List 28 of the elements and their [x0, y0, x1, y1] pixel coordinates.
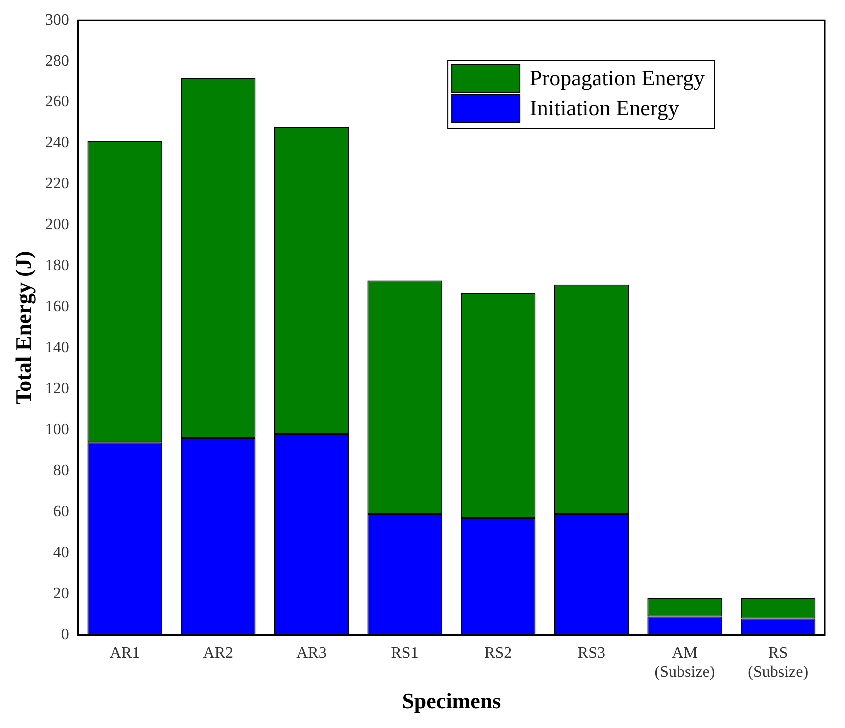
- y-tick-label: 20: [53, 585, 70, 602]
- x-tick-label: AR3: [296, 645, 327, 662]
- x-tick-label: AR2: [203, 645, 234, 662]
- y-tick-label: 120: [45, 380, 70, 398]
- y-tick-label: 180: [45, 258, 70, 275]
- y-tick-label: 300: [45, 12, 70, 29]
- y-tick-label: 280: [45, 52, 70, 70]
- x-tick-label: RS3: [578, 645, 606, 662]
- x-tick-label: AR1: [110, 645, 140, 662]
- y-tick-label: 160: [45, 298, 70, 316]
- y-tick-label: 40: [53, 544, 70, 562]
- x-tick-label: RS1: [391, 645, 419, 662]
- y-tick-label: 140: [45, 340, 70, 357]
- y-tick-label: 260: [45, 94, 70, 111]
- y-tick-label: 0: [61, 626, 70, 644]
- y-tick-label: 220: [45, 176, 70, 193]
- y-tick-label: 240: [45, 134, 70, 152]
- y-tick-label: 200: [45, 216, 70, 234]
- x-tick-label: RS2: [484, 645, 512, 662]
- y-tick-label: 100: [45, 422, 70, 439]
- y-tick-label: 60: [53, 503, 70, 520]
- legend-label: Propagation Energy: [530, 65, 706, 90]
- y-axis-title: Total Energy (J): [10, 251, 36, 404]
- x-tick-label: AM (Subsize): [654, 645, 716, 682]
- y-tick-label: 80: [53, 462, 70, 480]
- x-tick-label: RS (Subsize): [748, 645, 809, 682]
- x-axis-title: Specimens: [402, 688, 502, 714]
- legend-label: Initiation Energy: [530, 95, 680, 120]
